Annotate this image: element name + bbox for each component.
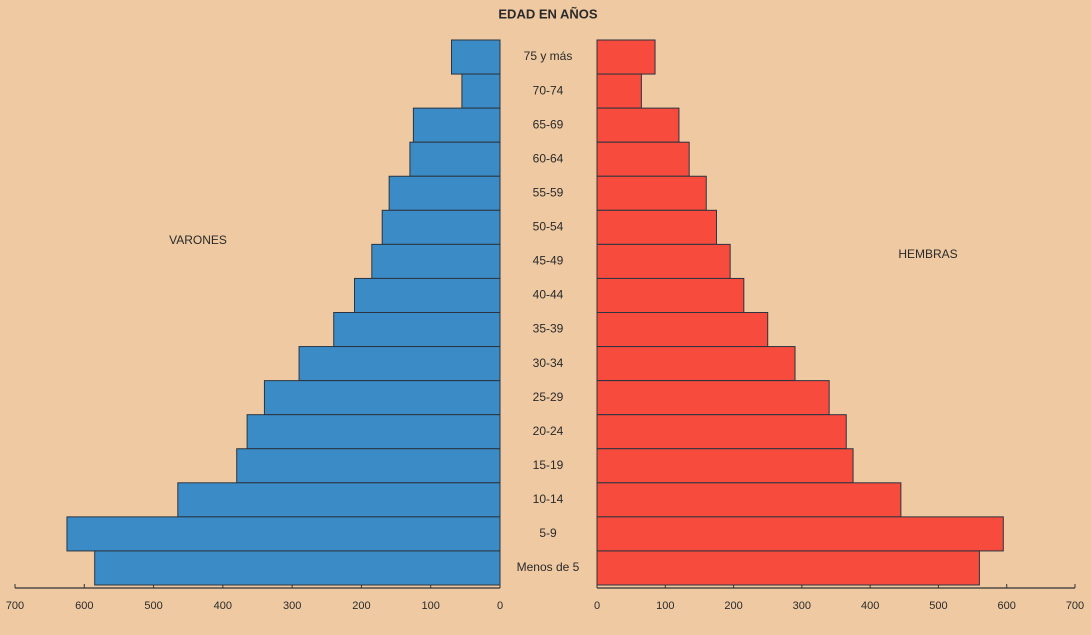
category-label: 10-14	[533, 492, 564, 506]
x-tick-label: 500	[144, 600, 162, 612]
bar	[66, 516, 501, 552]
bar	[596, 312, 769, 348]
category-label: 75 y más	[524, 49, 573, 63]
bar	[451, 39, 501, 75]
bar	[354, 277, 501, 313]
bar	[596, 346, 796, 382]
x-tick-label: 500	[929, 600, 947, 612]
chart-title: EDAD EN AÑOS	[498, 6, 598, 21]
bar	[94, 550, 501, 586]
category-label: 35-39	[533, 322, 564, 336]
x-tick-label: 100	[422, 600, 440, 612]
category-label: 65-69	[533, 117, 564, 131]
bar	[371, 243, 501, 279]
category-label: 70-74	[533, 83, 564, 97]
category-label: 40-44	[533, 288, 564, 302]
bar	[246, 414, 501, 450]
bar	[596, 414, 847, 450]
bar	[596, 209, 717, 245]
category-label: 5-9	[539, 526, 557, 540]
bar	[596, 516, 1004, 552]
x-tick-label: 0	[594, 600, 600, 612]
bar	[298, 346, 501, 382]
bar	[596, 243, 731, 279]
category-label: 15-19	[533, 458, 564, 472]
category-label: 50-54	[533, 220, 564, 234]
x-tick-label: 300	[283, 600, 301, 612]
bar	[333, 312, 501, 348]
x-tick-label: 0	[497, 600, 503, 612]
category-label: 60-64	[533, 151, 564, 165]
category-label: 55-59	[533, 185, 564, 199]
series-label: VARONES	[169, 233, 227, 247]
category-label: 30-34	[533, 356, 564, 370]
bar	[596, 107, 680, 143]
x-tick-label: 700	[1066, 600, 1084, 612]
bar	[177, 482, 501, 518]
bar	[381, 209, 501, 245]
x-tick-label: 600	[75, 600, 93, 612]
bar	[596, 448, 854, 484]
x-tick-label: 600	[998, 600, 1016, 612]
bar	[412, 107, 501, 143]
bar	[596, 141, 690, 177]
bar	[596, 380, 830, 416]
series-label: HEMBRAS	[898, 247, 957, 261]
bar	[263, 380, 501, 416]
bar	[596, 482, 902, 518]
x-tick-label: 200	[352, 600, 370, 612]
category-label: 20-24	[533, 424, 564, 438]
bar	[388, 175, 501, 211]
bar	[596, 39, 656, 75]
bar	[409, 141, 501, 177]
bar	[596, 550, 980, 586]
x-tick-label: 100	[656, 600, 674, 612]
category-label: 45-49	[533, 254, 564, 268]
x-tick-label: 400	[861, 600, 879, 612]
category-label: Menos de 5	[517, 560, 580, 574]
bar	[596, 175, 707, 211]
x-tick-label: 700	[6, 600, 24, 612]
bar	[596, 73, 642, 109]
bar	[236, 448, 501, 484]
bar	[596, 277, 745, 313]
x-tick-label: 300	[793, 600, 811, 612]
x-tick-label: 200	[724, 600, 742, 612]
x-tick-label: 400	[214, 600, 232, 612]
bar	[461, 73, 501, 109]
category-label: 25-29	[533, 390, 564, 404]
